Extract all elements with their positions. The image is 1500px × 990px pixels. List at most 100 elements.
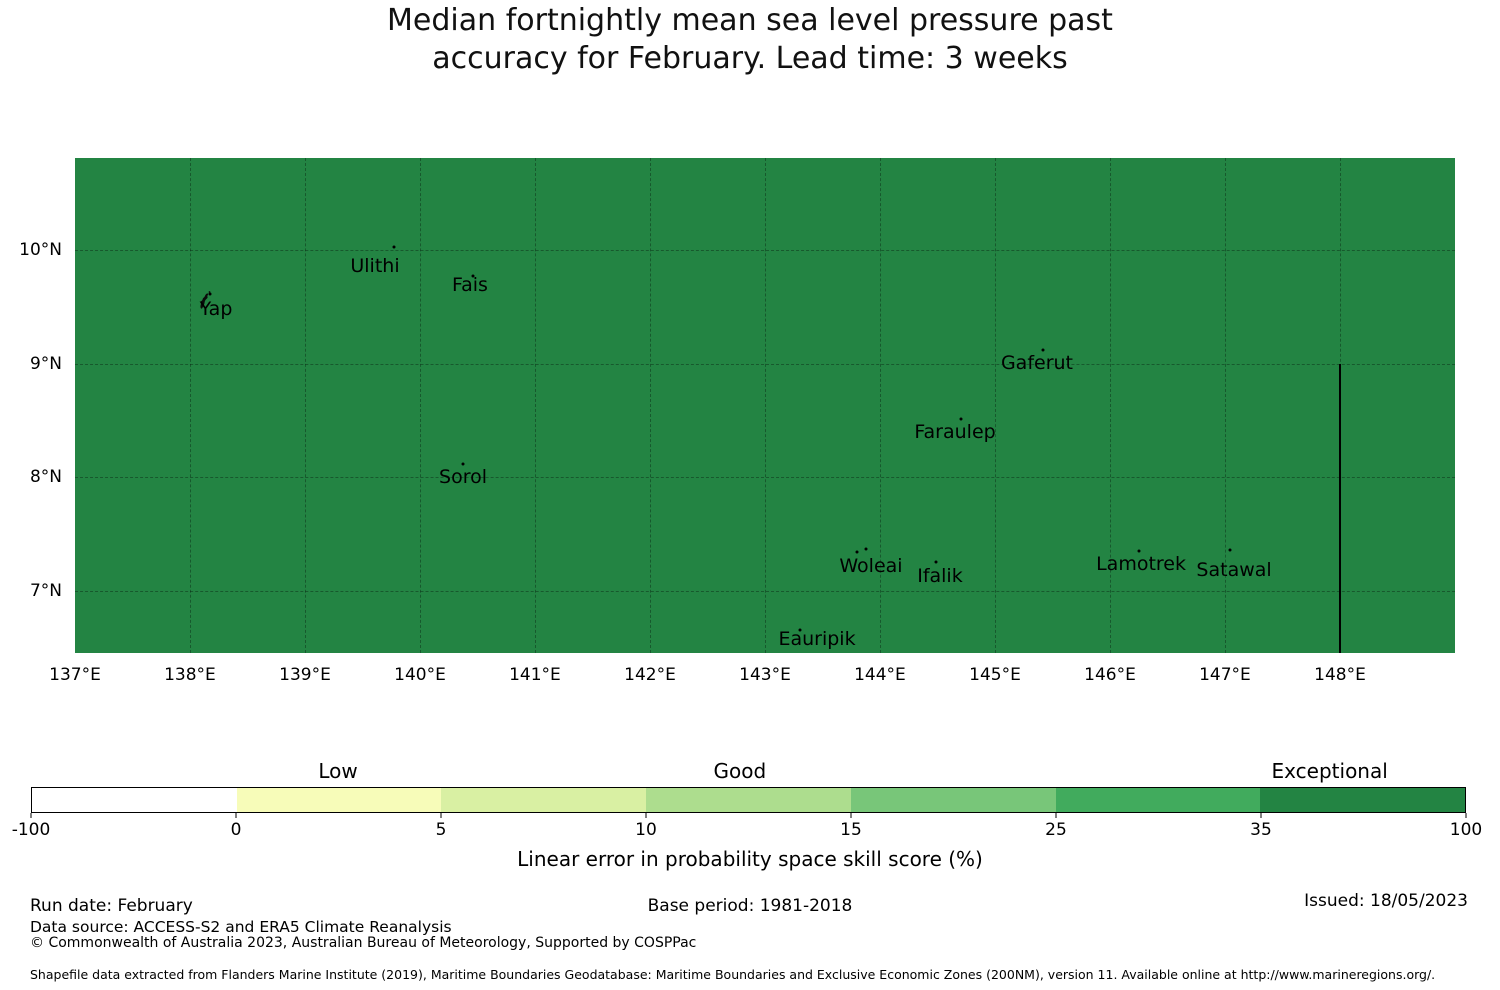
island-dot-sorol <box>461 462 465 466</box>
colorbar-tick-mark--100 <box>30 813 32 818</box>
run-date-text: Run date: February <box>30 896 193 916</box>
island-label-sorol: Sorol <box>439 465 488 488</box>
island-dot-satawal <box>1228 548 1232 552</box>
island-dot-eauripik <box>798 628 802 632</box>
gridline-horizontal-8°N <box>75 477 1455 479</box>
colorbar-tick-mark-35 <box>1260 813 1262 818</box>
colorbar-category-low: Low <box>318 759 358 783</box>
map-canvas: Yap Ulithi Fais Sorol Gaferut Faraulep Woleai I… <box>75 158 1455 653</box>
gridline-vertical-142°E <box>650 158 652 653</box>
island-label-yap: Yap <box>199 298 233 321</box>
colorbar-segment-15-to-25 <box>850 788 1056 812</box>
island-label-eauripik: Eauripik <box>778 627 856 650</box>
colorbar-segment-35-to-100 <box>1260 788 1466 812</box>
gridline-vertical-143°E <box>765 158 766 653</box>
figure-title: Median fortnightly mean sea level pressu… <box>0 2 1500 78</box>
island-dot-gaferut <box>1041 348 1045 352</box>
x-tick-label-147°E: 147°E <box>1199 665 1251 685</box>
colorbar-tick-label-25: 25 <box>1045 820 1067 840</box>
y-tick-label-10°N: 10°N <box>19 240 62 261</box>
x-tick-label-145°E: 145°E <box>969 665 1021 685</box>
gridline-vertical-146°E <box>1110 158 1111 653</box>
x-tick-label-138°E: 138°E <box>164 665 216 685</box>
data-source-text: Data source: ACCESS-S2 and ERA5 Climate … <box>30 918 452 936</box>
x-tick-label-141°E: 141°E <box>509 665 561 685</box>
title-line-1: Median fortnightly mean sea level pressu… <box>387 3 1113 38</box>
colorbar-tick-mark-5 <box>440 813 442 818</box>
colorbar-tick-label-10: 10 <box>635 820 657 840</box>
island-label-gaferut: Gaferut <box>1000 351 1074 374</box>
gridline-vertical-144°E <box>879 158 881 653</box>
y-tick-label-8°N: 8°N <box>29 467 62 488</box>
gridline-vertical-145°E <box>995 158 997 653</box>
colorbar-tick-mark-10 <box>645 813 647 818</box>
colorbar-tick-label--100: -100 <box>11 820 51 840</box>
island-label-satawal: Satawal <box>1196 558 1272 581</box>
colorbar-tick-label-5: 5 <box>435 820 447 840</box>
island-label-ifalik: Ifalik <box>917 564 963 587</box>
colorbar <box>31 787 1466 813</box>
colorbar-category-exceptional: Exceptional <box>1271 759 1388 783</box>
eez-boundary-line <box>1339 363 1342 653</box>
gridline-vertical-139°E <box>305 158 307 653</box>
latitude-axis: 10°N 9°N 8°N 7°N <box>0 158 62 653</box>
island-dot-ifalik <box>934 560 938 564</box>
gridline-vertical-141°E <box>534 158 536 653</box>
colorbar-segment--100-to-0 <box>32 788 237 812</box>
shapefile-note-text: Shapefile data extracted from Flanders M… <box>30 967 1436 982</box>
colorbar-tick-label-100: 100 <box>1449 820 1483 840</box>
colorbar-title: Linear error in probability space skill … <box>517 847 983 871</box>
colorbar-tick-mark-25 <box>1055 813 1057 818</box>
x-tick-label-140°E: 140°E <box>394 665 446 685</box>
gridline-vertical-147°E <box>1224 158 1226 653</box>
gridline-horizontal-10°N <box>75 250 1455 252</box>
colorbar-category-good: Good <box>713 759 767 783</box>
x-tick-label-148°E: 148°E <box>1314 665 1366 685</box>
title-line-2: accuracy for February. Lead time: 3 week… <box>432 41 1068 76</box>
colorbar-tick-label-0: 0 <box>230 820 242 840</box>
island-dot-faraulep <box>959 417 963 421</box>
x-tick-label-137°E: 137°E <box>49 665 101 685</box>
island-dot-lamotrek <box>1137 549 1141 553</box>
y-tick-label-9°N: 9°N <box>29 353 62 374</box>
colorbar-segment-5-to-10 <box>441 788 647 812</box>
x-tick-label-142°E: 142°E <box>624 665 676 685</box>
island-label-woleai: Woleai <box>839 554 903 577</box>
issued-date-text: Issued: 18/05/2023 <box>1304 891 1468 911</box>
island-shape-yap <box>198 291 212 310</box>
copyright-text: © Commonwealth of Australia 2023, Austra… <box>30 935 697 951</box>
colorbar-segment-0-to-5 <box>236 788 442 812</box>
longitude-axis: 137°E 138°E 139°E 140°E 141°E 142°E 143°E 144°E… <box>49 665 1455 689</box>
gridline-horizontal-7°N <box>75 590 1455 592</box>
island-dot-ulithi <box>392 245 396 249</box>
colorbar-tick-mark-15 <box>850 813 852 818</box>
x-tick-label-143°E: 143°E <box>739 665 791 685</box>
colorbar-tick-label-15: 15 <box>840 820 862 840</box>
island-dot-yap <box>208 292 212 296</box>
y-tick-label-7°N: 7°N <box>29 580 62 601</box>
yap-island-outline <box>200 291 211 309</box>
colorbar-category-labels: Low Good Exceptional <box>31 759 1466 783</box>
gridline-vertical-138°E <box>189 158 191 653</box>
colorbar-tick-labels: -100 0 5 10 15 25 35 100 <box>12 820 1483 842</box>
island-dot-woleai-1 <box>864 547 868 551</box>
island-label-faraulep: Faraulep <box>914 420 996 443</box>
island-label-ulithi: Ulithi <box>350 255 400 277</box>
gridline-horizontal-9°N <box>75 363 1455 365</box>
colorbar-segment-25-to-35 <box>1055 788 1261 812</box>
colorbar-segment-10-to-15 <box>646 788 851 812</box>
colorbar-tick-label-35: 35 <box>1250 820 1272 840</box>
x-tick-label-139°E: 139°E <box>279 665 331 685</box>
colorbar-tick-mark-100 <box>1465 813 1467 818</box>
colorbar-tick-marks <box>30 813 1467 818</box>
island-dot-fais <box>471 274 475 278</box>
island-label-lamotrek: Lamotrek <box>1096 552 1186 575</box>
island-dot-woleai <box>855 550 859 554</box>
colorbar-tick-mark-0 <box>235 813 237 818</box>
x-tick-label-146°E: 146°E <box>1084 665 1136 685</box>
base-period-text: Base period: 1981-2018 <box>647 896 853 916</box>
gridline-vertical-140°E <box>420 158 421 653</box>
island-label-fais: Fais <box>451 274 488 297</box>
x-tick-label-144°E: 144°E <box>854 665 906 685</box>
